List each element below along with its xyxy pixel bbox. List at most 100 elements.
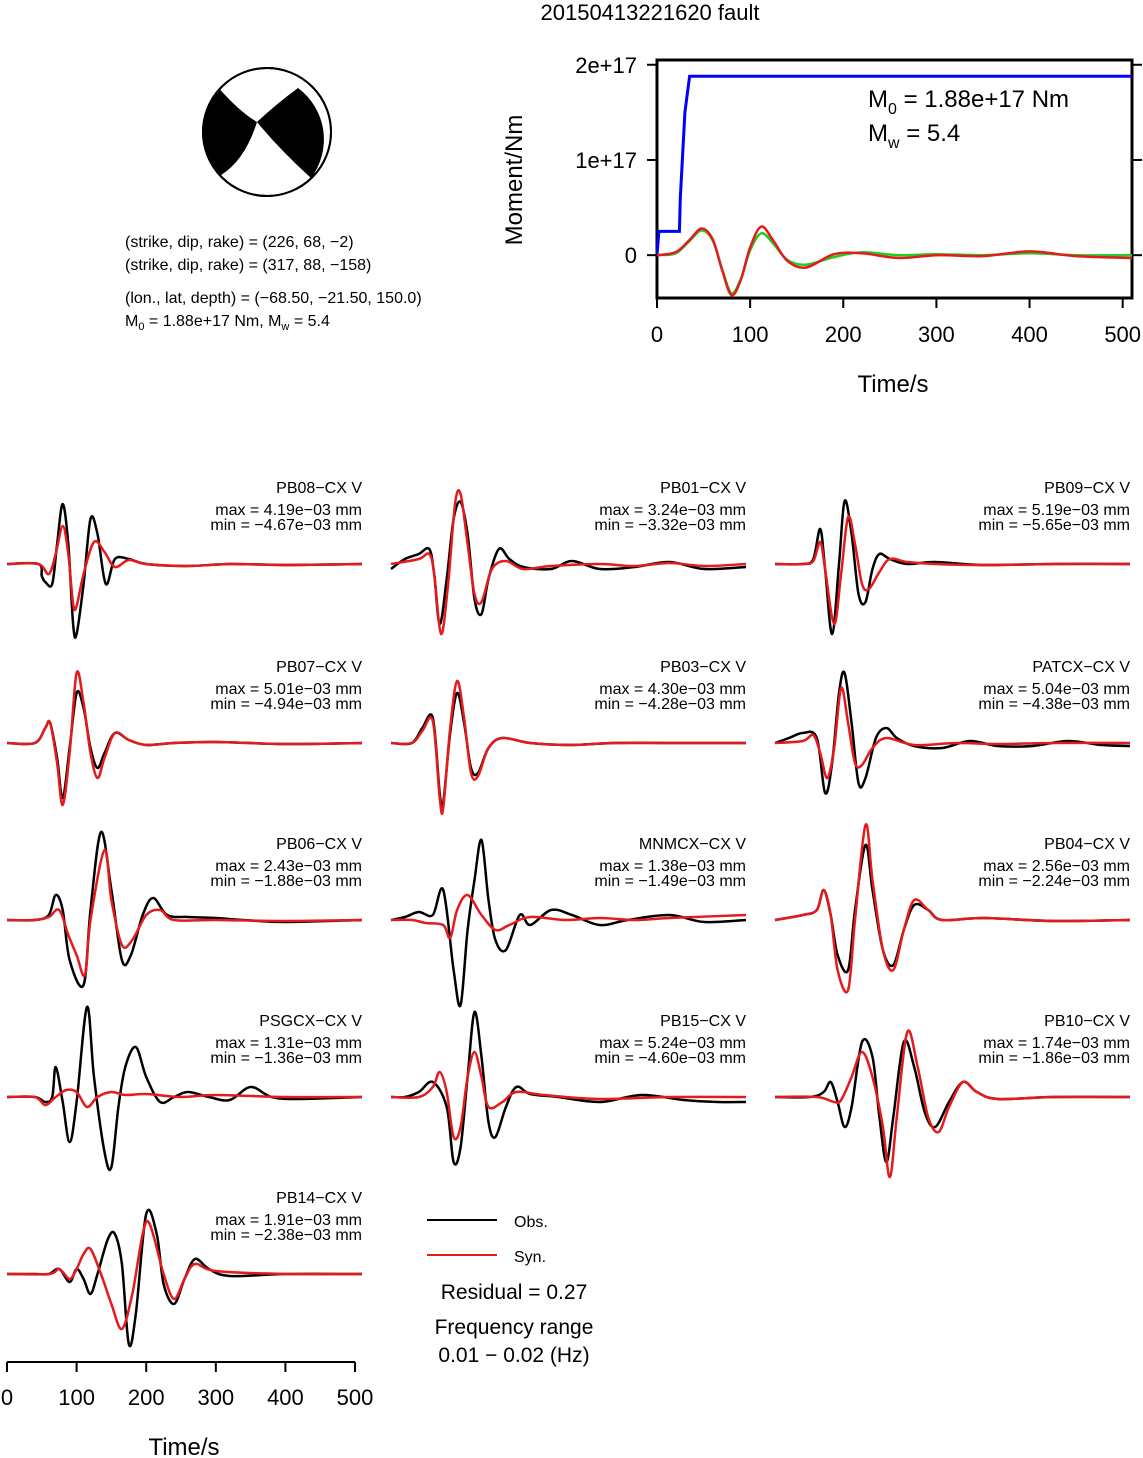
observed-trace: [390, 1010, 747, 1166]
moment-y-axis: 0 1e+17 2e+17: [575, 53, 1142, 268]
station-name: PB03−CX V: [660, 659, 746, 676]
station-name: PSGCX−CX V: [259, 1013, 362, 1030]
station-name: PB10−CX V: [1044, 1013, 1130, 1030]
station-max: max = 5.04e−03 mm: [983, 681, 1130, 698]
waveform-x-axis: 0 100 200 300 400 500: [1, 1361, 374, 1410]
synthetic-trace: [774, 1029, 1131, 1179]
waveform-xtick-label: 500: [337, 1385, 374, 1410]
station-min: min = −1.49e−03 mm: [594, 873, 746, 890]
synthetic-trace: [390, 489, 747, 636]
moment-plot-frame: [655, 58, 1134, 300]
station-max: max = 1.91e−03 mm: [215, 1212, 362, 1229]
station-name: PB07−CX V: [276, 659, 362, 676]
synthetic-trace: [6, 670, 363, 807]
observed-trace: [6, 1005, 363, 1172]
frequency-range-value: 0.01 − 0.02 (Hz): [438, 1344, 589, 1367]
synthetic-trace: [774, 686, 1131, 780]
observed-trace: [390, 838, 747, 1008]
synthetic-trace: [6, 848, 363, 978]
moment-xtick-label: 300: [918, 322, 955, 347]
waveform-xtick-label: 0: [1, 1385, 13, 1410]
station-min: min = −4.67e−03 mm: [210, 517, 362, 534]
moment-xlabel: Time/s: [857, 371, 928, 398]
frequency-range-label: Frequency range: [435, 1316, 594, 1339]
station-max: max = 5.19e−03 mm: [983, 502, 1130, 519]
station-name: PB01−CX V: [660, 480, 746, 497]
moment-ylabel: Moment/Nm: [501, 115, 528, 246]
waveform-xlabel: Time/s: [148, 1434, 219, 1458]
synthetic-trace: [6, 1088, 363, 1109]
moment-series-0: [655, 74, 1132, 256]
moment-series-1: [656, 229, 1133, 295]
station-min: min = −4.94e−03 mm: [210, 696, 362, 713]
moment-ytick-label: 0: [625, 243, 637, 268]
waveform-xtick-label: 300: [197, 1385, 234, 1410]
station-min: min = −4.60e−03 mm: [594, 1050, 746, 1067]
station-max: max = 3.24e−03 mm: [599, 502, 746, 519]
moment-xtick-label: 200: [825, 322, 862, 347]
legend-obs-label: Obs.: [514, 1214, 548, 1231]
station-name: PB09−CX V: [1044, 480, 1130, 497]
info-plane2: (strike, dip, rake) = (317, 88, −158): [125, 257, 371, 274]
station-name: PATCX−CX V: [1032, 659, 1130, 676]
station-name: PB15−CX V: [660, 1013, 746, 1030]
residual-label: Residual = 0.27: [441, 1281, 588, 1304]
station-name: PB06−CX V: [276, 836, 362, 853]
station-max: max = 4.30e−03 mm: [599, 681, 746, 698]
station-max: max = 2.56e−03 mm: [983, 858, 1130, 875]
station-min: min = −3.32e−03 mm: [594, 517, 746, 534]
station-max: max = 5.24e−03 mm: [599, 1035, 746, 1052]
station-max: max = 1.74e−03 mm: [983, 1035, 1130, 1052]
synthetic-trace: [774, 515, 1131, 626]
moment-rate-chart: 0 100 200 300 400 500 0 1e+17 2e+17 Moment/Nm T…: [501, 53, 1142, 398]
waveform-xtick-label: 200: [128, 1385, 165, 1410]
station-max: max = 4.19e−03 mm: [215, 502, 362, 519]
station-min: min = −2.24e−03 mm: [978, 873, 1130, 890]
moment-series-2: [656, 225, 1133, 297]
legend-syn-label: Syn.: [514, 1249, 546, 1266]
moment-xtick-label: 0: [651, 322, 663, 347]
moment-xtick-label: 100: [732, 322, 769, 347]
waveform-xtick-label: 400: [267, 1385, 304, 1410]
station-min: min = −5.65e−03 mm: [978, 517, 1130, 534]
m0-annotation: M0 = 1.88e+17 Nm: [868, 86, 1069, 118]
moment-ytick-label: 2e+17: [575, 53, 637, 78]
observed-trace: [774, 499, 1131, 636]
station-min: min = −1.86e−03 mm: [978, 1050, 1130, 1067]
station-min: min = −2.38e−03 mm: [210, 1227, 362, 1244]
synthetic-trace: [6, 1219, 363, 1331]
info-location: (lon., lat, depth) = (−68.50, −21.50, 15…: [125, 290, 422, 307]
station-min: min = −4.38e−03 mm: [978, 696, 1130, 713]
station-name: PB04−CX V: [1044, 836, 1130, 853]
station-name: PB08−CX V: [276, 480, 362, 497]
station-min: min = −1.88e−03 mm: [210, 873, 362, 890]
station-max: max = 2.43e−03 mm: [215, 858, 362, 875]
synthetic-trace: [390, 679, 746, 816]
synthetic-trace: [774, 823, 1131, 994]
beachball-icon: [202, 67, 332, 197]
synthetic-trace: [390, 893, 747, 940]
station-max: max = 1.38e−03 mm: [599, 858, 746, 875]
moment-xtick-label: 400: [1011, 322, 1048, 347]
moment-x-axis: 0 100 200 300 400 500: [651, 298, 1141, 347]
synthetic-trace: [390, 1050, 747, 1141]
moment-series-group: [655, 74, 1133, 297]
waveform-xtick-label: 100: [58, 1385, 95, 1410]
mw-annotation: Mw = 5.4: [868, 120, 960, 152]
info-plane1: (strike, dip, rake) = (226, 68, −2): [125, 234, 354, 251]
